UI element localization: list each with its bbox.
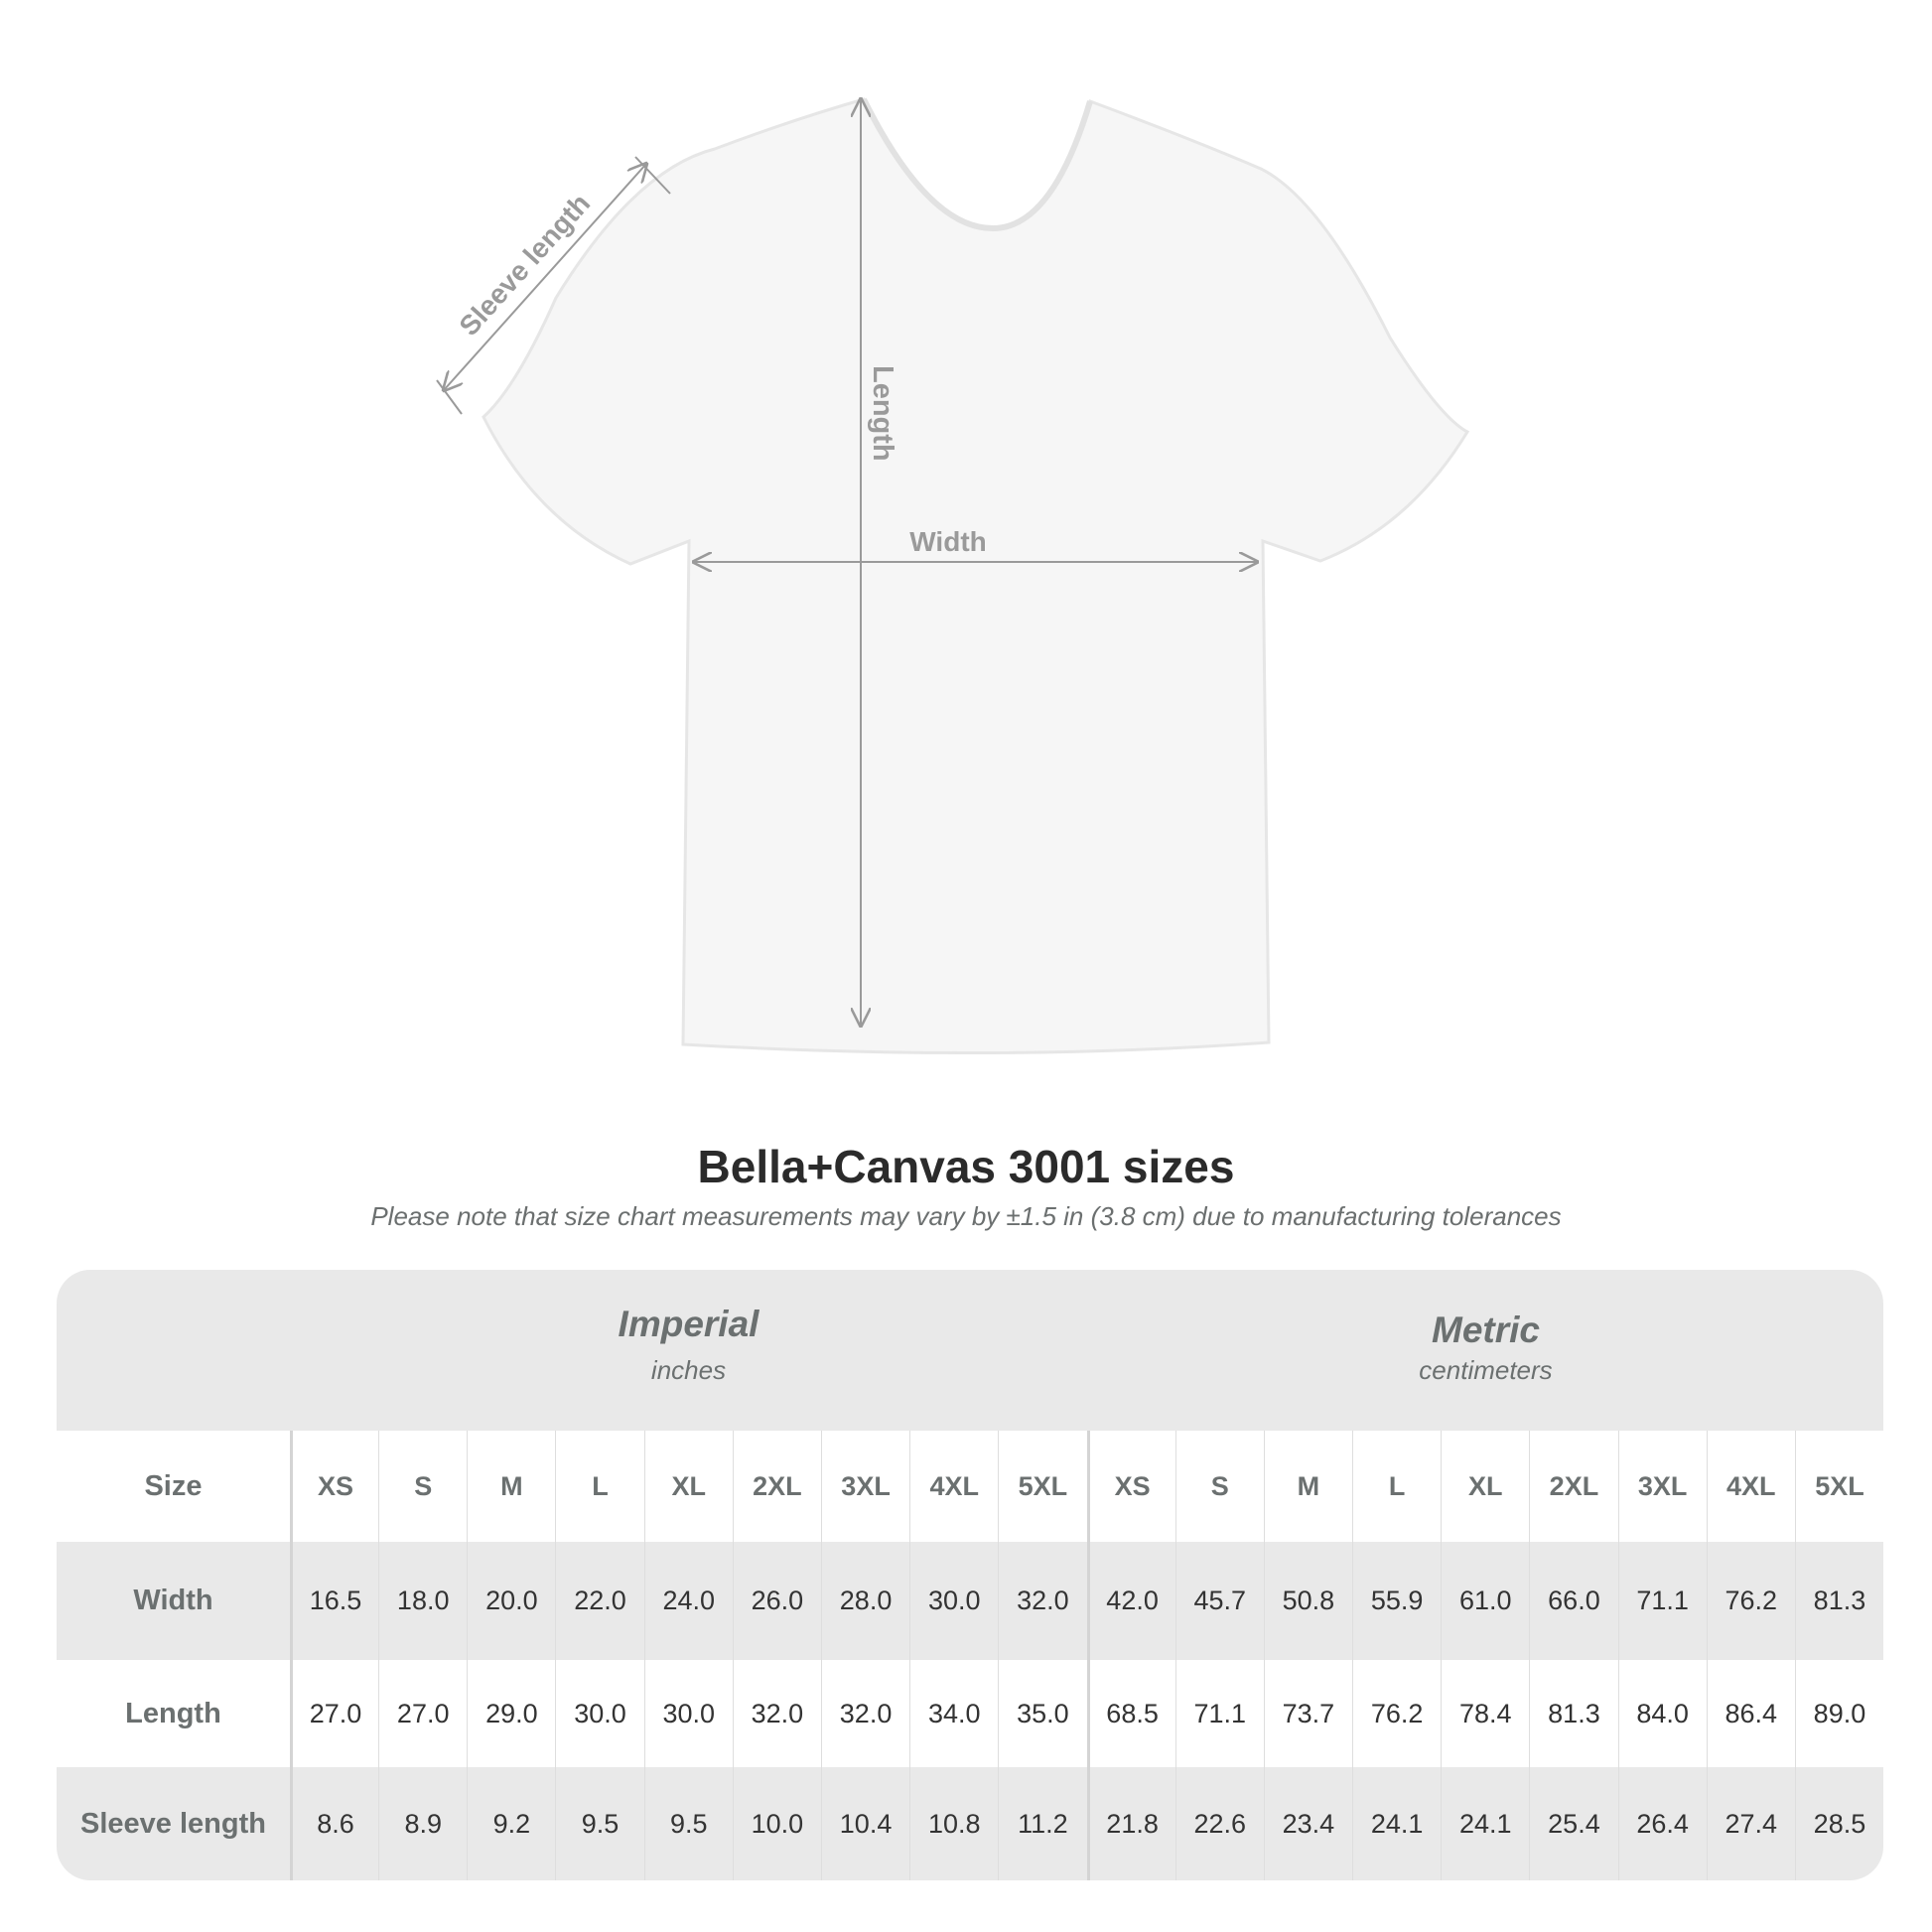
value-cell: 24.1 [1441,1767,1529,1880]
value-cell: 50.8 [1263,1542,1352,1660]
size-header-cell: 4XL [909,1431,998,1542]
size-header-cell: S [1174,1431,1264,1542]
value-cell: 81.3 [1529,1660,1617,1767]
value-cell: 55.9 [1352,1542,1441,1660]
row-label: Length [125,1697,221,1729]
value-cell: 76.2 [1706,1542,1795,1660]
size-header-cell: 5XL [1794,1431,1883,1542]
value-cell: 66.0 [1529,1542,1617,1660]
t-shirt-image [482,97,1470,1055]
value-cell: 9.2 [467,1767,555,1880]
value-cell: 32.0 [732,1660,821,1767]
metric-unit: centimeters [1419,1355,1553,1385]
unit-header-band [57,1270,1883,1431]
value-cell: 27.4 [1706,1767,1795,1880]
value-cell: 22.0 [555,1542,643,1660]
value-cell: 30.0 [555,1660,643,1767]
value-cell: 78.4 [1441,1660,1529,1767]
size-header-cell: L [555,1431,643,1542]
value-cell: 20.0 [467,1542,555,1660]
size-header-cell: XL [643,1431,733,1542]
value-cell: 24.1 [1352,1767,1441,1880]
value-cell: 27.0 [378,1660,467,1767]
value-cell: 45.7 [1174,1542,1264,1660]
value-cell: 10.4 [820,1767,909,1880]
value-cell: 25.4 [1529,1767,1617,1880]
size-header-cell: 3XL [820,1431,909,1542]
size-header-cell: 5XL [998,1431,1086,1542]
size-header-cell: 2XL [1529,1431,1617,1542]
imperial-label: Imperial [618,1304,759,1344]
value-cell: 34.0 [909,1660,998,1767]
size-header-cell: M [1263,1431,1352,1542]
value-cell: 76.2 [1352,1660,1441,1767]
size-header-cell: M [467,1431,555,1542]
value-cell: 8.9 [378,1767,467,1880]
size-header-row: Size XS S M L XL 2XL 3XL 4XL 5XL XS S M L XL 2XL 3XL 4XL… [57,1431,1883,1542]
size-header-cell: XS [289,1431,378,1542]
row-label: Sleeve length [79,1807,266,1840]
size-header-cell: 3XL [1617,1431,1707,1542]
metric-label: Metric [1432,1310,1540,1350]
value-cell: 61.0 [1441,1542,1529,1660]
value-cell: 26.4 [1617,1767,1707,1880]
value-cell: 21.8 [1086,1767,1175,1880]
value-cell: 42.0 [1086,1542,1175,1660]
value-cell: 68.5 [1086,1660,1175,1767]
size-header-cell: 4XL [1706,1431,1795,1542]
value-cell: 29.0 [467,1660,555,1767]
size-header-cell: L [1352,1431,1441,1542]
value-cell: 84.0 [1617,1660,1707,1767]
imperial-unit: inches [650,1355,727,1385]
value-cell: 9.5 [643,1767,733,1880]
length-label: Length [867,365,898,462]
table-row: Width 16.5 18.0 20.0 22.0 24.0 26.0 28.0 30.0 32… [57,1542,1883,1660]
value-cell: 11.2 [998,1767,1086,1880]
value-cell: 30.0 [909,1542,998,1660]
value-cell: 81.3 [1794,1542,1883,1660]
table-row: Sleeve length 8.6 8.9 9.2 9.5 9.5 10.0 10.4 10.… [57,1767,1883,1880]
page-title: Bella+Canvas 3001 sizes [697,1141,1235,1192]
value-cell: 27.0 [289,1660,378,1767]
table-row: Length 27.0 27.0 29.0 30.0 30.0 32.0 32.0 34.0 3… [57,1660,1883,1767]
size-header-cell: 2XL [732,1431,821,1542]
size-header-cell: XL [1441,1431,1529,1542]
t-shirt-diagram: Length Width Sleeve length [436,0,1470,1055]
size-table: Imperial inches Metric centimeters Size … [57,1270,1883,1880]
width-label: Width [909,526,987,557]
value-cell: 23.4 [1263,1767,1352,1880]
value-cell: 73.7 [1263,1660,1352,1767]
value-cell: 89.0 [1794,1660,1883,1767]
value-cell: 26.0 [732,1542,821,1660]
row-label: Width [133,1585,213,1616]
value-cell: 24.0 [643,1542,733,1660]
imperial-header: Imperial inches [290,1304,1087,1386]
value-cell: 10.0 [732,1767,821,1880]
metric-header: Metric centimeters [1087,1310,1883,1386]
value-cell: 35.0 [998,1660,1086,1767]
value-cell: 22.6 [1174,1767,1264,1880]
value-cell: 8.6 [289,1767,378,1880]
value-cell: 28.0 [820,1542,909,1660]
tolerance-note: Please note that size chart measurements… [370,1201,1562,1231]
value-cell: 86.4 [1706,1660,1795,1767]
size-header-cell: XS [1086,1431,1175,1542]
value-cell: 16.5 [289,1542,378,1660]
size-row-label: Size [144,1469,203,1502]
sleeve-measure-line [444,164,646,390]
value-cell: 30.0 [643,1660,733,1767]
value-cell: 28.5 [1794,1767,1883,1880]
value-cell: 32.0 [820,1660,909,1767]
size-header-cell: S [378,1431,467,1542]
value-cell: 10.8 [909,1767,998,1880]
value-cell: 9.5 [555,1767,643,1880]
value-cell: 32.0 [998,1542,1086,1660]
value-cell: 18.0 [378,1542,467,1660]
value-cell: 71.1 [1617,1542,1707,1660]
value-cell: 71.1 [1174,1660,1264,1767]
